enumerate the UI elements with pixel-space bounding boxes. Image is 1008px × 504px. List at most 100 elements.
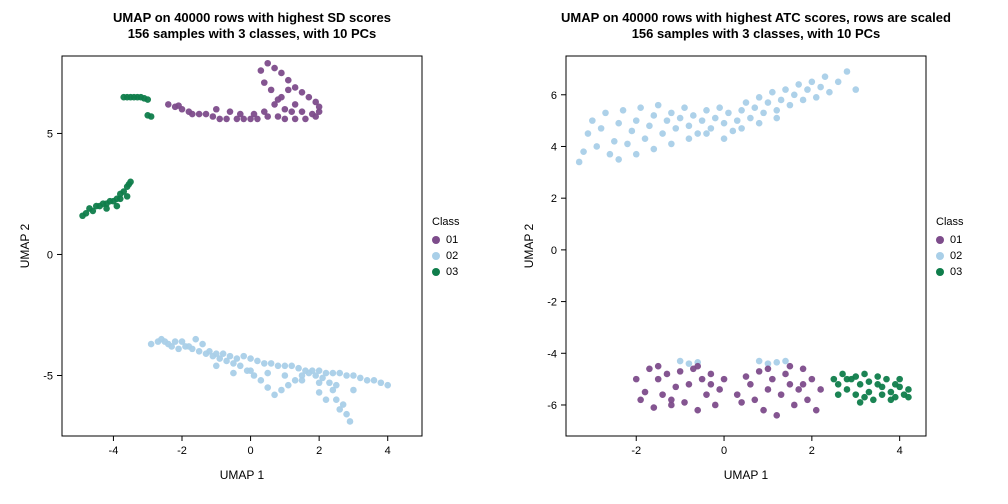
left-legend-item-02: 02 (432, 248, 460, 264)
left-point-class-02 (216, 355, 223, 362)
right-point-class-03 (835, 391, 842, 398)
right-point-class-01 (765, 386, 772, 393)
right-y-axis-label: UMAP 2 (522, 221, 536, 271)
right-point-class-01 (760, 407, 767, 414)
right-point-class-02 (624, 141, 631, 148)
right-point-class-02 (633, 151, 640, 158)
left-point-class-01 (175, 102, 182, 109)
left-point-class-01 (278, 94, 285, 101)
right-point-class-03 (866, 378, 873, 385)
left-point-class-01 (237, 111, 244, 118)
left-legend-swatch-01 (432, 236, 440, 244)
right-point-class-01 (716, 386, 723, 393)
left-point-class-02 (196, 348, 203, 355)
left-legend-swatch-02 (432, 252, 440, 260)
left-point-class-02 (333, 396, 340, 403)
right-point-class-02 (787, 102, 794, 109)
left-x-tick-label: 2 (316, 445, 322, 457)
right-point-class-02 (852, 86, 859, 93)
right-point-class-02 (672, 125, 679, 132)
right-point-class-02 (611, 138, 618, 145)
left-x-tick-label: 4 (385, 445, 391, 457)
right-point-class-02 (756, 94, 763, 101)
right-point-class-03 (883, 376, 890, 383)
right-point-class-02 (822, 73, 829, 80)
left-point-class-02 (261, 360, 268, 367)
right-point-class-02 (686, 122, 693, 129)
left-point-class-01 (203, 111, 210, 118)
right-point-class-03 (861, 394, 868, 401)
right-point-class-02 (725, 110, 732, 117)
right-point-class-03 (857, 399, 864, 406)
left-point-class-01 (268, 87, 275, 94)
left-chart-title: UMAP on 40000 rows with highest SD score… (0, 10, 504, 43)
left-point-class-03 (127, 179, 134, 186)
right-x-axis-label: UMAP 1 (566, 468, 926, 482)
left-point-class-01 (223, 116, 230, 123)
right-legend-label-02: 02 (950, 250, 962, 262)
left-point-class-01 (292, 101, 299, 108)
left-point-class-03 (124, 193, 131, 200)
left-point-class-02 (343, 411, 350, 418)
right-point-class-02 (817, 84, 824, 91)
right-y-tick-label: -6 (547, 400, 557, 412)
left-legend-label-03: 03 (446, 266, 458, 278)
right-point-class-02 (778, 97, 785, 104)
right-point-class-01 (738, 399, 745, 406)
right-point-class-01 (787, 381, 794, 388)
right-point-class-01 (633, 376, 640, 383)
left-point-class-02 (264, 370, 271, 377)
right-point-class-03 (879, 384, 886, 391)
right-point-class-02 (637, 104, 644, 111)
left-point-class-01 (216, 116, 223, 123)
left-point-class-01 (271, 65, 278, 72)
left-legend-item-01: 01 (432, 232, 460, 248)
left-point-class-02 (247, 367, 254, 374)
left-point-class-01 (306, 94, 313, 101)
left-point-class-01 (302, 116, 309, 123)
right-point-class-01 (637, 397, 644, 404)
right-point-class-03 (844, 386, 851, 393)
right-point-class-02 (681, 104, 688, 111)
right-point-class-03 (870, 397, 877, 404)
right-legend-item-02: 02 (936, 248, 964, 264)
left-point-class-02 (295, 365, 302, 372)
left-point-class-01 (275, 113, 282, 120)
left-point-class-01 (278, 70, 285, 77)
left-point-class-01 (299, 89, 306, 96)
right-point-class-03 (896, 376, 903, 383)
right-point-class-01 (655, 363, 662, 370)
right-point-class-02 (651, 146, 658, 153)
left-point-class-02 (162, 338, 169, 345)
right-point-class-02 (651, 112, 658, 119)
left-point-class-02 (230, 360, 237, 367)
right-point-class-01 (642, 389, 649, 396)
right-point-class-02 (721, 135, 728, 142)
right-point-class-01 (734, 391, 741, 398)
right-point-class-01 (712, 402, 719, 409)
right-point-class-03 (852, 391, 859, 398)
left-point-class-01 (292, 116, 299, 123)
left-point-class-02 (330, 370, 337, 377)
right-point-class-01 (756, 368, 763, 375)
left-point-class-02 (316, 379, 323, 386)
right-legend-label-01: 01 (950, 234, 962, 246)
right-x-tick-label: 0 (721, 445, 727, 457)
right-point-class-01 (721, 376, 728, 383)
left-x-tick-label: -2 (177, 445, 187, 457)
right-point-class-01 (800, 381, 807, 388)
right-point-class-02 (734, 117, 741, 124)
right-panel: UMAP on 40000 rows with highest ATC scor… (504, 0, 1008, 504)
right-y-tick-label: -2 (547, 297, 557, 309)
right-point-class-02 (576, 159, 583, 166)
left-point-class-01 (312, 99, 319, 106)
left-point-class-02 (271, 392, 278, 399)
left-point-class-02 (347, 418, 354, 425)
left-point-class-02 (333, 382, 340, 389)
right-legend: Class010203 (936, 216, 964, 280)
left-point-class-02 (350, 372, 357, 379)
right-point-class-02 (668, 141, 675, 148)
left-point-class-02 (278, 387, 285, 394)
left-point-class-01 (251, 111, 258, 118)
right-point-class-02 (686, 360, 693, 367)
